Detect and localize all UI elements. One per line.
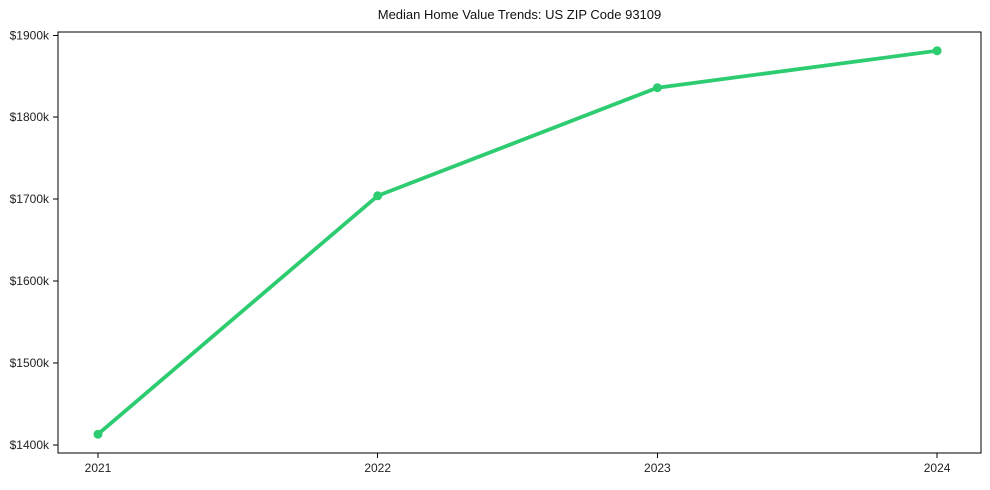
axis-frame	[57, 31, 982, 454]
data-point-2022	[373, 191, 383, 201]
x-tick-label: 2022	[364, 461, 391, 475]
x-tick-label: 2021	[85, 461, 112, 475]
data-point-2023	[652, 83, 662, 93]
x-tick-label: 2023	[644, 461, 671, 475]
y-tick-label: $1800k	[10, 110, 50, 124]
y-tick-label: $1400k	[10, 438, 50, 452]
chart-title: Median Home Value Trends: US ZIP Code 93…	[377, 7, 662, 22]
x-tick-label: 2024	[924, 461, 951, 475]
y-tick-label: $1900k	[10, 28, 50, 42]
data-point-2021	[93, 429, 103, 439]
y-tick-label: $1600k	[10, 274, 50, 288]
y-tick-label: $1500k	[10, 356, 50, 370]
y-tick-label: $1700k	[10, 192, 50, 206]
data-point-2024	[932, 46, 942, 56]
trend-line	[96, 48, 939, 437]
